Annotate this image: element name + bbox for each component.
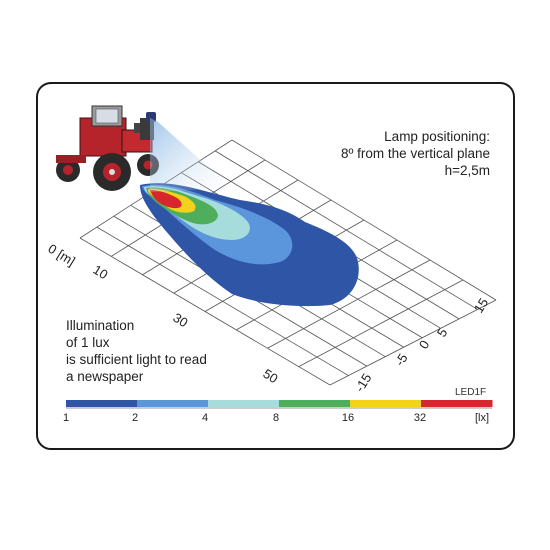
grid-line-distance <box>96 226 349 376</box>
scale-segment-2 <box>137 400 209 407</box>
lateral-label-15: 15 <box>471 295 491 315</box>
light-beam-overlay <box>150 118 232 192</box>
scale-tick-2: 2 <box>131 412 139 424</box>
scale-tick-32: 32 <box>413 412 427 424</box>
scale-tick-unit: [lx] <box>474 412 490 424</box>
grid-line-lateral <box>329 299 497 386</box>
grid-line-distance <box>79 237 331 386</box>
tractor-icon <box>56 105 159 191</box>
lamp-info-line-3: h=2,5m <box>444 163 490 178</box>
lamp-positioning-info: Lamp positioning: 8º from the vertical p… <box>341 128 490 179</box>
grid-line-lateral <box>298 279 464 367</box>
distance-label-50: 50 <box>260 366 280 386</box>
isolux-32-lx <box>150 190 182 209</box>
grid-line-lateral <box>267 259 431 349</box>
distance-label-10: 10 <box>90 262 110 282</box>
grid-line-distance <box>231 139 497 301</box>
illumination-note-line-4: a newspaper <box>66 369 144 384</box>
scale-tick-16: 16 <box>341 412 355 424</box>
isolux-map <box>140 183 359 307</box>
model-label: LED1F <box>455 387 487 398</box>
illumination-note-line-3: is sufficient light to read <box>66 352 207 367</box>
illumination-note-line-1: Illumination <box>66 318 135 333</box>
lux-color-scale <box>66 400 493 409</box>
lamp-info-line-2: 8º from the vertical plane <box>340 146 490 161</box>
scale-tick-4: 4 <box>201 412 209 424</box>
distance-label-30: 30 <box>170 310 190 330</box>
scale-segment-4 <box>279 400 351 407</box>
scale-segment-5 <box>350 400 422 407</box>
scale-segment-3 <box>208 400 280 407</box>
scale-tick-1: 1 <box>62 412 70 424</box>
scale-segment-1 <box>66 400 138 407</box>
grid-line-distance <box>214 150 478 310</box>
illumination-note-line-2: of 1 lux <box>66 335 110 350</box>
scale-tick-8: 8 <box>272 412 280 424</box>
lamp-info-line-1: Lamp positioning: <box>384 129 490 144</box>
illumination-note: Illumination of 1 lux is sufficient ligh… <box>66 317 207 385</box>
scale-segment-6 <box>421 400 493 407</box>
